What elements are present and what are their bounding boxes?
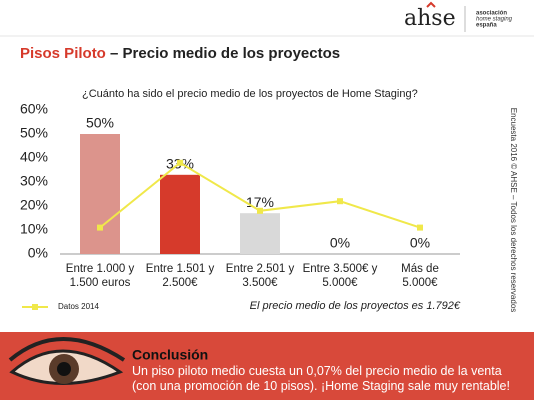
- x-tick-label: Más de 5.000€: [401, 263, 439, 289]
- x-tick-label: Entre 1.000 y 1.500 euros: [65, 263, 135, 289]
- logo-text: españa: [476, 23, 497, 29]
- title-rest: – Precio medio de los proyectos: [110, 45, 340, 62]
- x-tick-label: Entre 3.500€ y 5.000€: [302, 263, 378, 289]
- title-highlight: Pisos Piloto: [20, 45, 106, 62]
- legend-label: Datos 2014: [58, 302, 99, 311]
- side-text: Encuesta 2016 © AHSE – Todos los derecho…: [509, 108, 518, 313]
- line-marker: [417, 224, 423, 231]
- value-label: 17%: [246, 194, 274, 210]
- conclusion-title: Conclusión: [132, 347, 208, 363]
- logo-text: home staging: [476, 17, 513, 23]
- value-label: 0%: [410, 235, 430, 251]
- chart-title: ¿Cuánto ha sido el precio medio de los p…: [82, 88, 418, 100]
- y-tick-label: 60%: [20, 101, 48, 117]
- y-tick-label: 0%: [28, 245, 48, 261]
- eye-icon: [8, 337, 126, 385]
- line-marker: [97, 224, 103, 231]
- line-marker: [337, 198, 343, 205]
- legend-marker: [32, 304, 38, 310]
- x-tick-label: Entre 2.501 y 3.500€: [225, 263, 295, 289]
- conclusion-text: Un piso piloto medio cuesta un 0,07% del…: [132, 364, 510, 393]
- logo-text: asociación: [476, 11, 507, 17]
- logo-accent: [426, 1, 436, 8]
- x-tick-label: Entre 1.501 y 2.500€: [145, 263, 215, 289]
- chart-note: El precio medio de los proyectos es 1.79…: [250, 300, 461, 312]
- logo-name: ahse: [404, 6, 456, 31]
- value-label: 0%: [330, 235, 350, 251]
- page-title: Pisos Piloto – Precio medio de los proye…: [20, 45, 340, 62]
- line-marker: [257, 207, 263, 214]
- y-tick-label: 10%: [20, 221, 48, 237]
- y-tick-label: 30%: [20, 173, 48, 189]
- y-tick-label: 50%: [20, 125, 48, 141]
- line-marker: [177, 159, 183, 166]
- bar: [80, 134, 120, 254]
- value-label: 50%: [86, 115, 114, 131]
- bar: [160, 174, 200, 254]
- bar: [240, 213, 280, 254]
- y-tick-label: 20%: [20, 197, 48, 213]
- y-tick-label: 40%: [20, 149, 48, 165]
